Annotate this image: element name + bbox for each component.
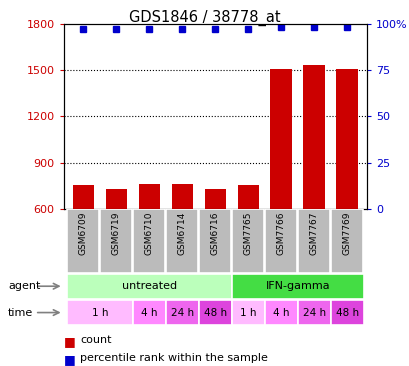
Bar <box>336 68 357 209</box>
Bar <box>297 209 330 273</box>
Text: 4 h: 4 h <box>272 307 289 318</box>
Bar <box>171 183 193 209</box>
Bar <box>72 185 94 209</box>
Text: time: time <box>8 307 34 318</box>
Text: GSM7766: GSM7766 <box>276 212 285 255</box>
Text: 1 h: 1 h <box>239 307 256 318</box>
Bar <box>67 274 231 299</box>
Bar <box>237 185 258 209</box>
Text: count: count <box>80 335 111 345</box>
Bar <box>264 300 297 325</box>
Bar <box>67 209 99 273</box>
Bar <box>303 66 324 209</box>
Text: GSM6710: GSM6710 <box>144 212 153 255</box>
Text: ■: ■ <box>63 353 75 366</box>
Text: 48 h: 48 h <box>335 307 358 318</box>
Text: GSM7769: GSM7769 <box>342 212 351 255</box>
Bar <box>204 189 225 209</box>
Text: 48 h: 48 h <box>203 307 226 318</box>
Bar <box>330 209 362 273</box>
Bar <box>165 300 198 325</box>
Bar <box>231 209 264 273</box>
Text: 4 h: 4 h <box>141 307 157 318</box>
Bar <box>106 189 127 209</box>
Text: 24 h: 24 h <box>170 307 193 318</box>
Bar <box>270 68 291 209</box>
Text: IFN-gamma: IFN-gamma <box>265 281 329 291</box>
Text: untreated: untreated <box>121 281 176 291</box>
Text: 1 h: 1 h <box>91 307 108 318</box>
Text: GSM6719: GSM6719 <box>112 212 121 255</box>
Text: GSM7767: GSM7767 <box>309 212 318 255</box>
Bar <box>264 209 297 273</box>
Bar <box>138 184 160 209</box>
Bar <box>199 209 231 273</box>
Text: 24 h: 24 h <box>302 307 325 318</box>
Bar <box>198 300 231 325</box>
Bar <box>330 300 363 325</box>
Text: ■: ■ <box>63 335 75 348</box>
Text: GSM6714: GSM6714 <box>178 212 187 255</box>
Text: percentile rank within the sample: percentile rank within the sample <box>80 353 267 363</box>
Text: GSM6709: GSM6709 <box>79 212 88 255</box>
Bar <box>133 209 165 273</box>
Text: GSM6716: GSM6716 <box>210 212 219 255</box>
Bar <box>231 274 363 299</box>
Bar <box>297 300 330 325</box>
Text: agent: agent <box>8 281 40 291</box>
Bar <box>133 300 165 325</box>
Bar <box>100 209 132 273</box>
Text: GSM7765: GSM7765 <box>243 212 252 255</box>
Bar <box>166 209 198 273</box>
Text: GDS1846 / 38778_at: GDS1846 / 38778_at <box>129 10 280 26</box>
Bar <box>231 300 264 325</box>
Bar <box>67 300 133 325</box>
